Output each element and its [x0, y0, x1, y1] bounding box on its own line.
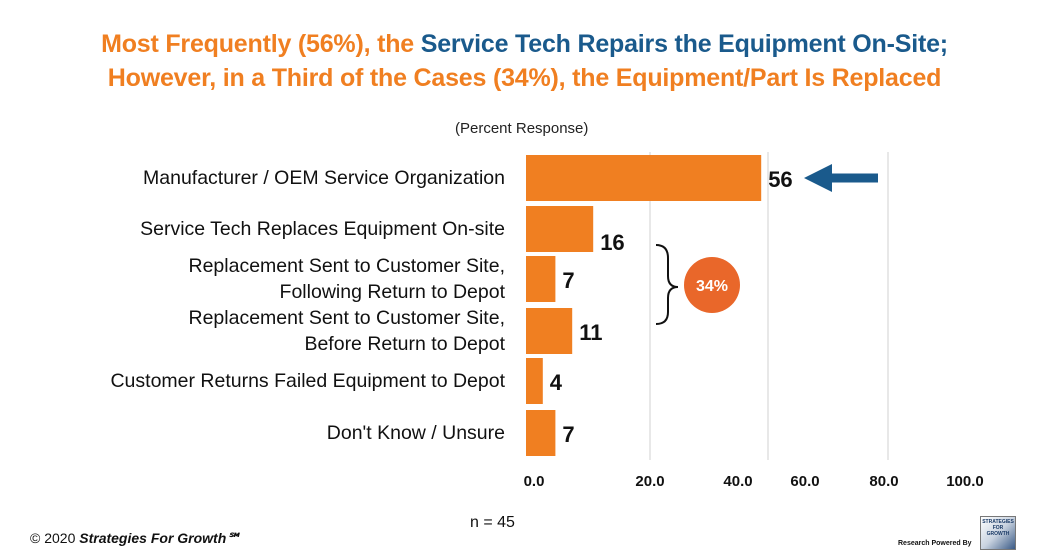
data-label: 7 [562, 422, 574, 447]
copyright-notice: © 2020 Strategies For Growth℠ [30, 530, 241, 547]
category-label: Customer Returns Failed Equipment to Dep… [110, 368, 505, 394]
powered-by-label: Research Powered By [898, 540, 972, 547]
category-label-line: Manufacturer / OEM Service Organization [143, 167, 505, 189]
category-label: Replacement Sent to Customer Site, Follow… [189, 253, 506, 305]
category-label-line: Before Return to Depot [304, 333, 505, 355]
bar [526, 410, 556, 456]
chart-title-line-1: Most Frequently (56%), the Service Tech … [0, 30, 1049, 59]
category-label: Service Tech Replaces Equipment On-site [140, 216, 505, 242]
category-label-line: Customer Returns Failed Equipment to Dep… [110, 370, 505, 392]
x-tick-label: 20.0 [635, 473, 664, 490]
category-label: Replacement Sent to Customer Site, Before… [189, 305, 506, 357]
x-tick-label: 80.0 [869, 473, 898, 490]
data-label: 7 [562, 268, 574, 293]
x-tick-label: 60.0 [790, 473, 819, 490]
category-label: Don't Know / Unsure [327, 420, 505, 446]
copyright-brand: Strategies For Growth℠ [79, 530, 241, 546]
title-part-orange: Most Frequently (56%), the [101, 30, 421, 58]
x-tick-label: 40.0 [723, 473, 752, 490]
data-label: 4 [550, 370, 563, 395]
bar [526, 256, 556, 302]
copyright-prefix: © 2020 [30, 530, 80, 546]
bar [526, 206, 594, 252]
data-label: 11 [579, 320, 602, 345]
x-tick-label: 100.0 [946, 473, 984, 490]
title-part-blue: Service Tech Repairs the Equipment On-Si… [420, 30, 948, 58]
curly-bracket [655, 244, 679, 325]
arrow-head-icon [804, 164, 832, 192]
data-label: 56 [768, 167, 792, 192]
category-label-line: Service Tech Replaces Equipment On-site [140, 218, 505, 240]
category-label-line: Replacement Sent to Customer Site, [188, 307, 506, 329]
category-label: Manufacturer / OEM Service Organization [143, 165, 505, 191]
x-tick-label: 0.0 [524, 473, 545, 490]
logo-text: STRATEGIES FOR GROWTH [982, 519, 1014, 537]
bar [526, 308, 573, 354]
chart-title-line-2: However, in a Third of the Cases (34%), … [107, 64, 942, 92]
category-label-line: Replacement Sent to Customer Site, [188, 255, 506, 277]
sample-size-label: n = 45 [470, 514, 515, 531]
bar [526, 155, 762, 201]
percentage-badge-label: 34% [696, 278, 728, 295]
category-label-line: Following Return to Depot [279, 281, 505, 303]
chart-subtitle: (Percent Response) [455, 120, 589, 137]
data-label: 16 [600, 230, 624, 255]
company-logo: STRATEGIES FOR GROWTH [980, 516, 1016, 550]
bar [526, 358, 543, 404]
percentage-badge [684, 257, 740, 313]
category-label-line: Don't Know / Unsure [326, 422, 505, 444]
